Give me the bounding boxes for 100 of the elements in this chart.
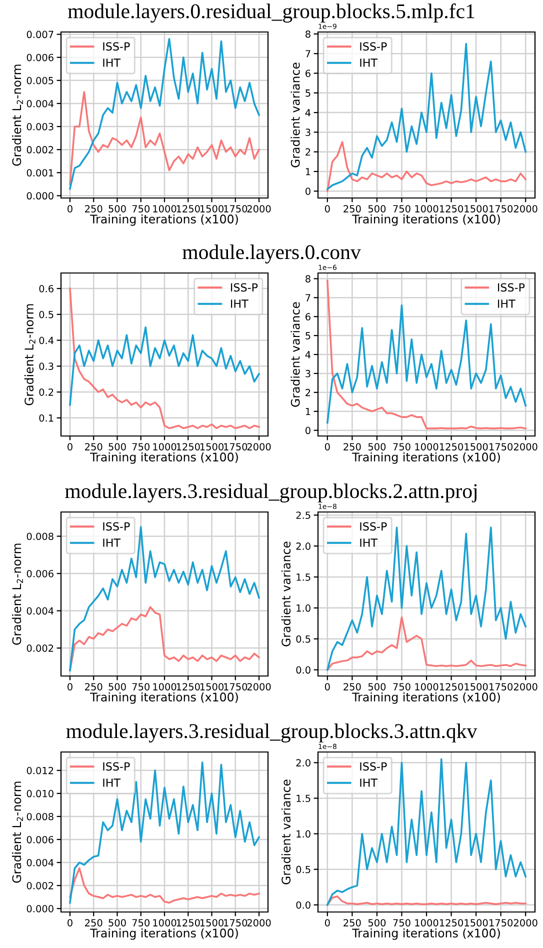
y-tick-label: 8	[306, 275, 310, 283]
x-tick-label: 1500	[464, 205, 488, 212]
x-tick-label: 500	[368, 205, 386, 212]
legend-label: ISS-P	[103, 522, 130, 531]
legend-label: ISS-P	[360, 522, 387, 531]
legend-label: IHT	[230, 300, 248, 308]
x-tick-label: 1750	[224, 205, 248, 212]
legend-label: ISS-P	[230, 283, 258, 292]
y-tick-label: 7	[306, 50, 310, 58]
x-tick-label: 500	[108, 683, 126, 690]
x-tick-label: 1000	[153, 205, 176, 212]
y-axis-title: Gradient variance	[281, 780, 291, 884]
y-tick-label: 0.006	[26, 836, 54, 844]
x-tick-label: 0	[324, 205, 330, 212]
y-tick-label: 0.004	[26, 100, 54, 108]
x-tick-label: 1250	[176, 443, 200, 450]
y-axis-title: Gradient L$_{2}$-norm	[12, 782, 23, 883]
x-tick-label: 750	[393, 443, 410, 450]
y-axis-title: Gradient L$_{2}$-norm	[12, 64, 23, 166]
y-tick-label: 1.0	[296, 830, 310, 838]
y-tick-label: 0.000	[26, 192, 54, 200]
x-axis-title: Training iterations (x100)	[352, 928, 500, 940]
x-tick-label: 1000	[153, 919, 176, 926]
x-tick-label: 250	[344, 683, 361, 690]
y-tick-label: 0.002	[26, 146, 54, 154]
x-tick-label: 500	[108, 919, 126, 926]
x-tick-label: 1500	[464, 683, 488, 690]
x-tick-label: 1250	[440, 683, 463, 690]
x-axis-title: Training iterations (x100)	[90, 928, 238, 940]
y-tick-label: 0.3	[39, 362, 54, 370]
line-series	[69, 606, 260, 672]
line-series	[69, 91, 260, 186]
legend-label: ISS-P	[103, 42, 130, 51]
x-tick-label: 2000	[514, 205, 538, 212]
x-tick-label: 750	[393, 683, 410, 690]
y-tick-label: 0.6	[39, 285, 54, 292]
x-tick-label: 750	[132, 683, 150, 690]
y-tick-label: 1.0	[296, 604, 310, 612]
y-tick-label: 0.0	[296, 666, 310, 674]
y-tick-label: 0.012	[26, 766, 54, 774]
legend-label: IHT	[498, 300, 516, 308]
y-tick-label: 0.4	[39, 336, 54, 344]
y-axis-title: Gradient L$_{2}$-norm	[24, 304, 36, 406]
line-series	[326, 895, 526, 906]
legend-label: ISS-P	[360, 762, 387, 771]
y-tick-label: 6	[306, 70, 310, 78]
x-axis-title: Training iterations (x100)	[352, 452, 500, 464]
x-tick-label: 0	[324, 443, 330, 450]
chart-title: module.layers.0.residual_group.blocks.5.mlp.fc1	[68, 3, 474, 23]
x-tick-label: 2000	[247, 919, 271, 926]
x-tick-label: 1750	[490, 205, 513, 212]
x-tick-label: 1500	[200, 683, 224, 690]
y-tick-label: 8	[306, 30, 310, 38]
y-tick-label: 0.004	[26, 607, 54, 615]
y-tick-label: 2.5	[296, 512, 310, 519]
x-tick-label: 1250	[440, 919, 463, 926]
y-tick-label: 0.010	[26, 790, 54, 798]
y-tick-label: 0.5	[296, 866, 310, 874]
legend-label: ISS-P	[360, 42, 387, 51]
x-tick-label: 2000	[247, 443, 271, 450]
x-tick-label: 250	[85, 683, 102, 690]
x-tick-label: 500	[108, 205, 126, 212]
x-tick-label: 2000	[247, 683, 271, 690]
x-tick-label: 0	[68, 919, 72, 926]
x-tick-label: 0	[324, 919, 330, 926]
legend-label: IHT	[103, 58, 121, 67]
y-tick-label: 6	[306, 313, 310, 320]
x-tick-label: 1500	[464, 919, 488, 926]
y-tick-label: 0.0	[296, 901, 310, 909]
x-tick-label: 750	[132, 205, 150, 212]
x-tick-label: 1000	[415, 919, 438, 926]
x-tick-label: 1250	[176, 205, 200, 212]
x-tick-label: 1500	[200, 443, 224, 450]
y-tick-label: 1	[306, 168, 310, 176]
x-tick-label: 1750	[490, 919, 513, 926]
y-tick-label: 0	[306, 188, 310, 195]
y-tick-label: 5	[306, 332, 310, 340]
y-tick-label: 0.002	[26, 882, 54, 890]
x-tick-label: 750	[132, 919, 150, 926]
x-tick-label: 500	[108, 443, 126, 450]
y-tick-label: 0	[306, 426, 310, 434]
y-tick-label: 4	[305, 109, 311, 116]
x-tick-label: 1000	[153, 443, 176, 450]
y-tick-label: 0.008	[26, 812, 54, 820]
x-tick-label: 1500	[464, 443, 488, 450]
line-series	[326, 141, 526, 192]
y-tick-label: 0.002	[26, 644, 54, 652]
legend-label: IHT	[103, 538, 121, 547]
y-tick-label: 2	[306, 388, 310, 396]
legend-label: ISS-P	[498, 283, 525, 292]
y-tick-label: 0.1	[39, 414, 54, 422]
line-series	[326, 616, 526, 671]
y-axis-title: Gradient variance	[290, 62, 300, 168]
y-tick-label: 0.004	[26, 858, 54, 866]
y-tick-label: 2	[306, 148, 310, 156]
line-series	[69, 761, 260, 904]
chart-title: module.layers.3.residual_group.blocks.3.attn.qkv	[66, 724, 478, 742]
y-tick-label: 7	[306, 294, 310, 302]
x-tick-label: 750	[393, 919, 410, 926]
x-tick-label: 1000	[415, 443, 438, 450]
